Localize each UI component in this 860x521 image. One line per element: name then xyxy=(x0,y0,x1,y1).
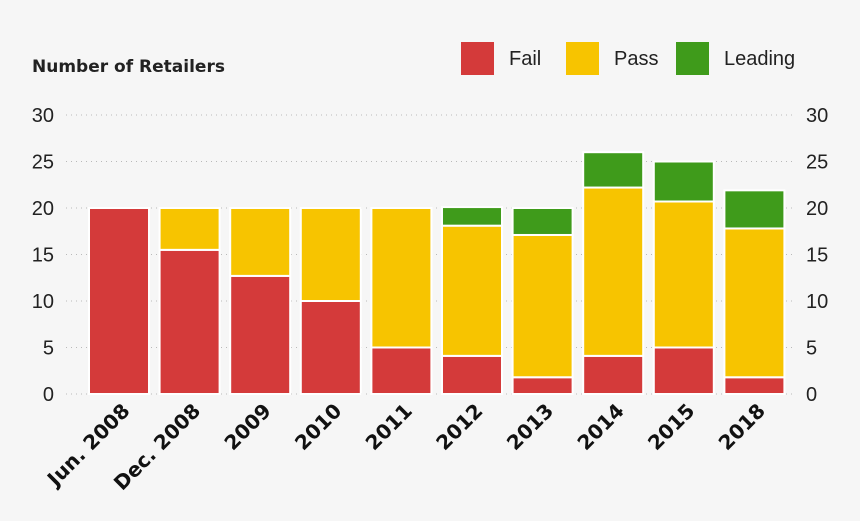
bar-jun-2008-fail xyxy=(88,207,150,395)
bar-2014-fail xyxy=(582,354,645,395)
x-tick-2015: 2015 xyxy=(643,399,699,455)
bar-2018-leading xyxy=(723,189,786,230)
y-tick-right-5: 5 xyxy=(806,338,817,360)
y-axis-title: Number of Retailers xyxy=(32,57,225,77)
y-axis-left: 0 5 10 15 20 25 30 xyxy=(32,105,54,406)
bar-dec-2008-pass xyxy=(158,207,221,251)
y-tick-left-20: 20 xyxy=(32,198,54,220)
y-tick-right-15: 15 xyxy=(806,245,828,267)
legend-label-fail: Fail xyxy=(509,48,541,70)
bar-dec-2008-fail xyxy=(158,248,221,395)
legend-swatch-fail xyxy=(461,42,494,75)
y-tick-left-0: 0 xyxy=(43,384,54,406)
y-axis-right: 0 5 10 15 20 25 30 xyxy=(806,105,828,406)
bar-2009-pass xyxy=(229,207,292,277)
legend: Fail Pass Leading xyxy=(461,42,795,75)
bar-2009-fail xyxy=(229,274,292,396)
bar-2015-fail xyxy=(652,346,715,395)
bar-2012-pass xyxy=(441,224,503,357)
bars xyxy=(88,151,786,396)
x-tick-2010: 2010 xyxy=(290,399,346,455)
bar-2014-leading xyxy=(582,151,645,189)
x-tick-2014: 2014 xyxy=(572,399,628,455)
y-tick-left-10: 10 xyxy=(32,291,54,313)
y-tick-left-25: 25 xyxy=(32,152,54,174)
bar-2012-leading xyxy=(441,206,503,227)
bar-2015-pass xyxy=(652,200,715,349)
bar-2012-fail xyxy=(441,354,503,395)
y-tick-left-15: 15 xyxy=(32,245,54,267)
y-tick-right-30: 30 xyxy=(806,105,828,127)
x-tick-2011: 2011 xyxy=(361,399,417,455)
legend-label-pass: Pass xyxy=(614,48,658,70)
y-tick-right-10: 10 xyxy=(806,291,828,313)
y-tick-left-30: 30 xyxy=(32,105,54,127)
y-tick-right-0: 0 xyxy=(806,384,817,406)
bar-2011-fail xyxy=(370,346,433,395)
legend-swatch-leading xyxy=(676,42,709,75)
bar-2011-pass xyxy=(370,207,433,349)
bar-2013-leading xyxy=(511,207,574,236)
y-tick-left-5: 5 xyxy=(43,338,54,360)
bar-2010-pass xyxy=(299,207,362,302)
x-tick-2018: 2018 xyxy=(714,399,770,455)
bar-2018-pass xyxy=(723,227,786,379)
y-tick-right-25: 25 xyxy=(806,152,828,174)
x-tick-2013: 2013 xyxy=(502,399,558,455)
x-tick-2012: 2012 xyxy=(431,399,487,455)
y-tick-right-20: 20 xyxy=(806,198,828,220)
legend-label-leading: Leading xyxy=(724,48,795,70)
bar-2010-fail xyxy=(299,300,362,395)
legend-swatch-pass xyxy=(566,42,599,75)
bar-2013-pass xyxy=(511,233,574,379)
bar-2014-pass xyxy=(582,186,645,357)
bar-2018-fail xyxy=(723,376,786,396)
bar-2013-fail xyxy=(511,376,574,396)
bar-2015-leading xyxy=(652,160,715,203)
x-tick-2009: 2009 xyxy=(219,399,275,455)
